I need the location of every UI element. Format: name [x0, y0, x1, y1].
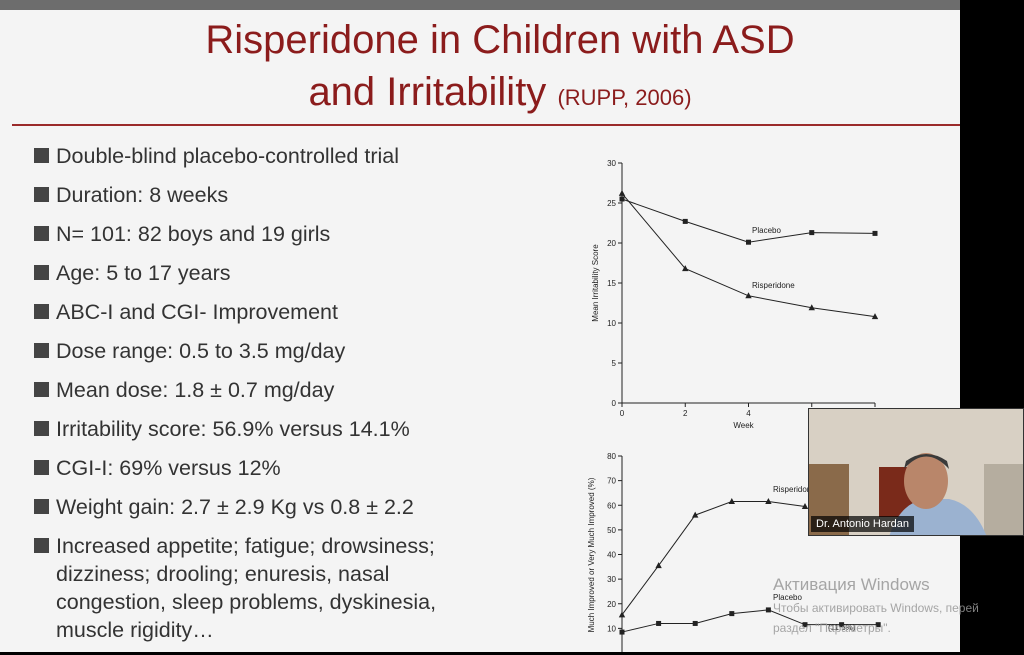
- y-tick-label: 30: [607, 159, 616, 168]
- series-line: [621, 501, 806, 616]
- slide: Risperidone in Children with ASD and Irr…: [0, 0, 960, 652]
- activation-text: Чтобы активировать Windows, перей: [773, 601, 979, 615]
- annotation: (11.5%): [828, 623, 856, 632]
- point: [619, 629, 625, 635]
- bullet: Weight gain: 2.7 ± 2.9 Kg vs 0.8 ± 2.2: [34, 493, 494, 521]
- bullet: Age: 5 to 17 years: [34, 259, 494, 287]
- y-tick-label: 10: [607, 624, 616, 633]
- point: [729, 611, 735, 617]
- y-tick-label: 0: [612, 399, 617, 408]
- citation: (RUPP, 2006): [557, 85, 692, 110]
- point: [656, 620, 662, 626]
- y-tick-label: 15: [607, 279, 616, 288]
- y-tick-label: 70: [607, 477, 616, 486]
- activation-text: раздел "Параметры".: [773, 621, 891, 635]
- y-tick-label: 30: [607, 575, 616, 584]
- y-tick-label: 20: [607, 600, 616, 609]
- point: [809, 230, 815, 236]
- series-line: [621, 198, 876, 243]
- top-bar: [0, 0, 960, 10]
- x-axis-label: Week: [733, 421, 754, 430]
- point: [682, 218, 688, 224]
- point: [692, 511, 699, 518]
- slide-title: and Irritability: [308, 70, 547, 114]
- activation-title: Активация Windows: [773, 575, 930, 594]
- bullet: Irritability score: 56.9% versus 14.1%: [34, 415, 494, 443]
- point: [802, 622, 808, 628]
- point: [875, 622, 881, 628]
- point: [618, 611, 626, 618]
- point: [765, 607, 771, 613]
- bullet: Mean dose: 1.8 ± 0.7 mg/day: [34, 376, 494, 404]
- bullet: Double-blind placebo-controlled trial: [34, 142, 494, 170]
- y-tick-label: 20: [607, 239, 616, 248]
- point: [619, 196, 625, 202]
- title-rule: [12, 124, 960, 126]
- y-tick-label: 40: [607, 551, 616, 560]
- point: [746, 239, 751, 245]
- point: [728, 498, 735, 505]
- point: [871, 313, 879, 320]
- bullet: N= 101: 82 boys and 19 girls: [34, 220, 494, 248]
- point: [801, 502, 809, 509]
- series-label: Placebo: [752, 226, 781, 235]
- series-label: Risperidone: [773, 485, 816, 494]
- bullet: ABC-I and CGI- Improvement: [34, 298, 494, 326]
- video-scene: [809, 409, 1023, 535]
- point: [765, 498, 772, 505]
- slide-title: Risperidone in Children with ASD: [205, 18, 795, 62]
- point: [682, 265, 689, 272]
- point: [872, 230, 878, 236]
- bullet-list: Double-blind placebo-controlled trial Dur…: [34, 142, 494, 655]
- point: [745, 292, 752, 299]
- bullet: Increased appetite; fatigue; drowsiness;…: [34, 532, 494, 644]
- x-tick-label: 0: [620, 409, 625, 418]
- y-tick-label: 60: [607, 501, 616, 510]
- x-tick-label: 2: [683, 409, 688, 418]
- y-tick-label: 10: [607, 319, 616, 328]
- y-tick-label: 25: [607, 199, 616, 208]
- point: [808, 304, 815, 311]
- y-axis-label: Much Improved or Very Much Improved (%): [587, 477, 596, 632]
- point: [618, 189, 626, 196]
- y-axis-label: Mean Irritability Score: [591, 244, 600, 322]
- series-label: Placebo: [773, 593, 802, 602]
- y-tick-label: 80: [607, 452, 616, 461]
- point: [839, 622, 845, 628]
- series-label: Risperidone: [752, 281, 795, 290]
- video-feed[interactable]: Dr. Antonio Hardan: [808, 408, 1024, 536]
- y-tick-label: 50: [607, 526, 616, 535]
- y-tick-label: 5: [612, 359, 617, 368]
- point: [692, 620, 698, 626]
- bullet: CGI-I: 69% versus 12%: [34, 454, 494, 482]
- slide-title-line: and Irritability (RUPP, 2006): [0, 70, 1000, 115]
- series-line: [621, 609, 879, 633]
- bullet: Dose range: 0.5 to 3.5 mg/day: [34, 337, 494, 365]
- point: [655, 562, 662, 569]
- bullet: Duration: 8 weeks: [34, 181, 494, 209]
- x-tick-label: 4: [746, 409, 751, 418]
- participant-name: Dr. Antonio Hardan: [811, 516, 914, 532]
